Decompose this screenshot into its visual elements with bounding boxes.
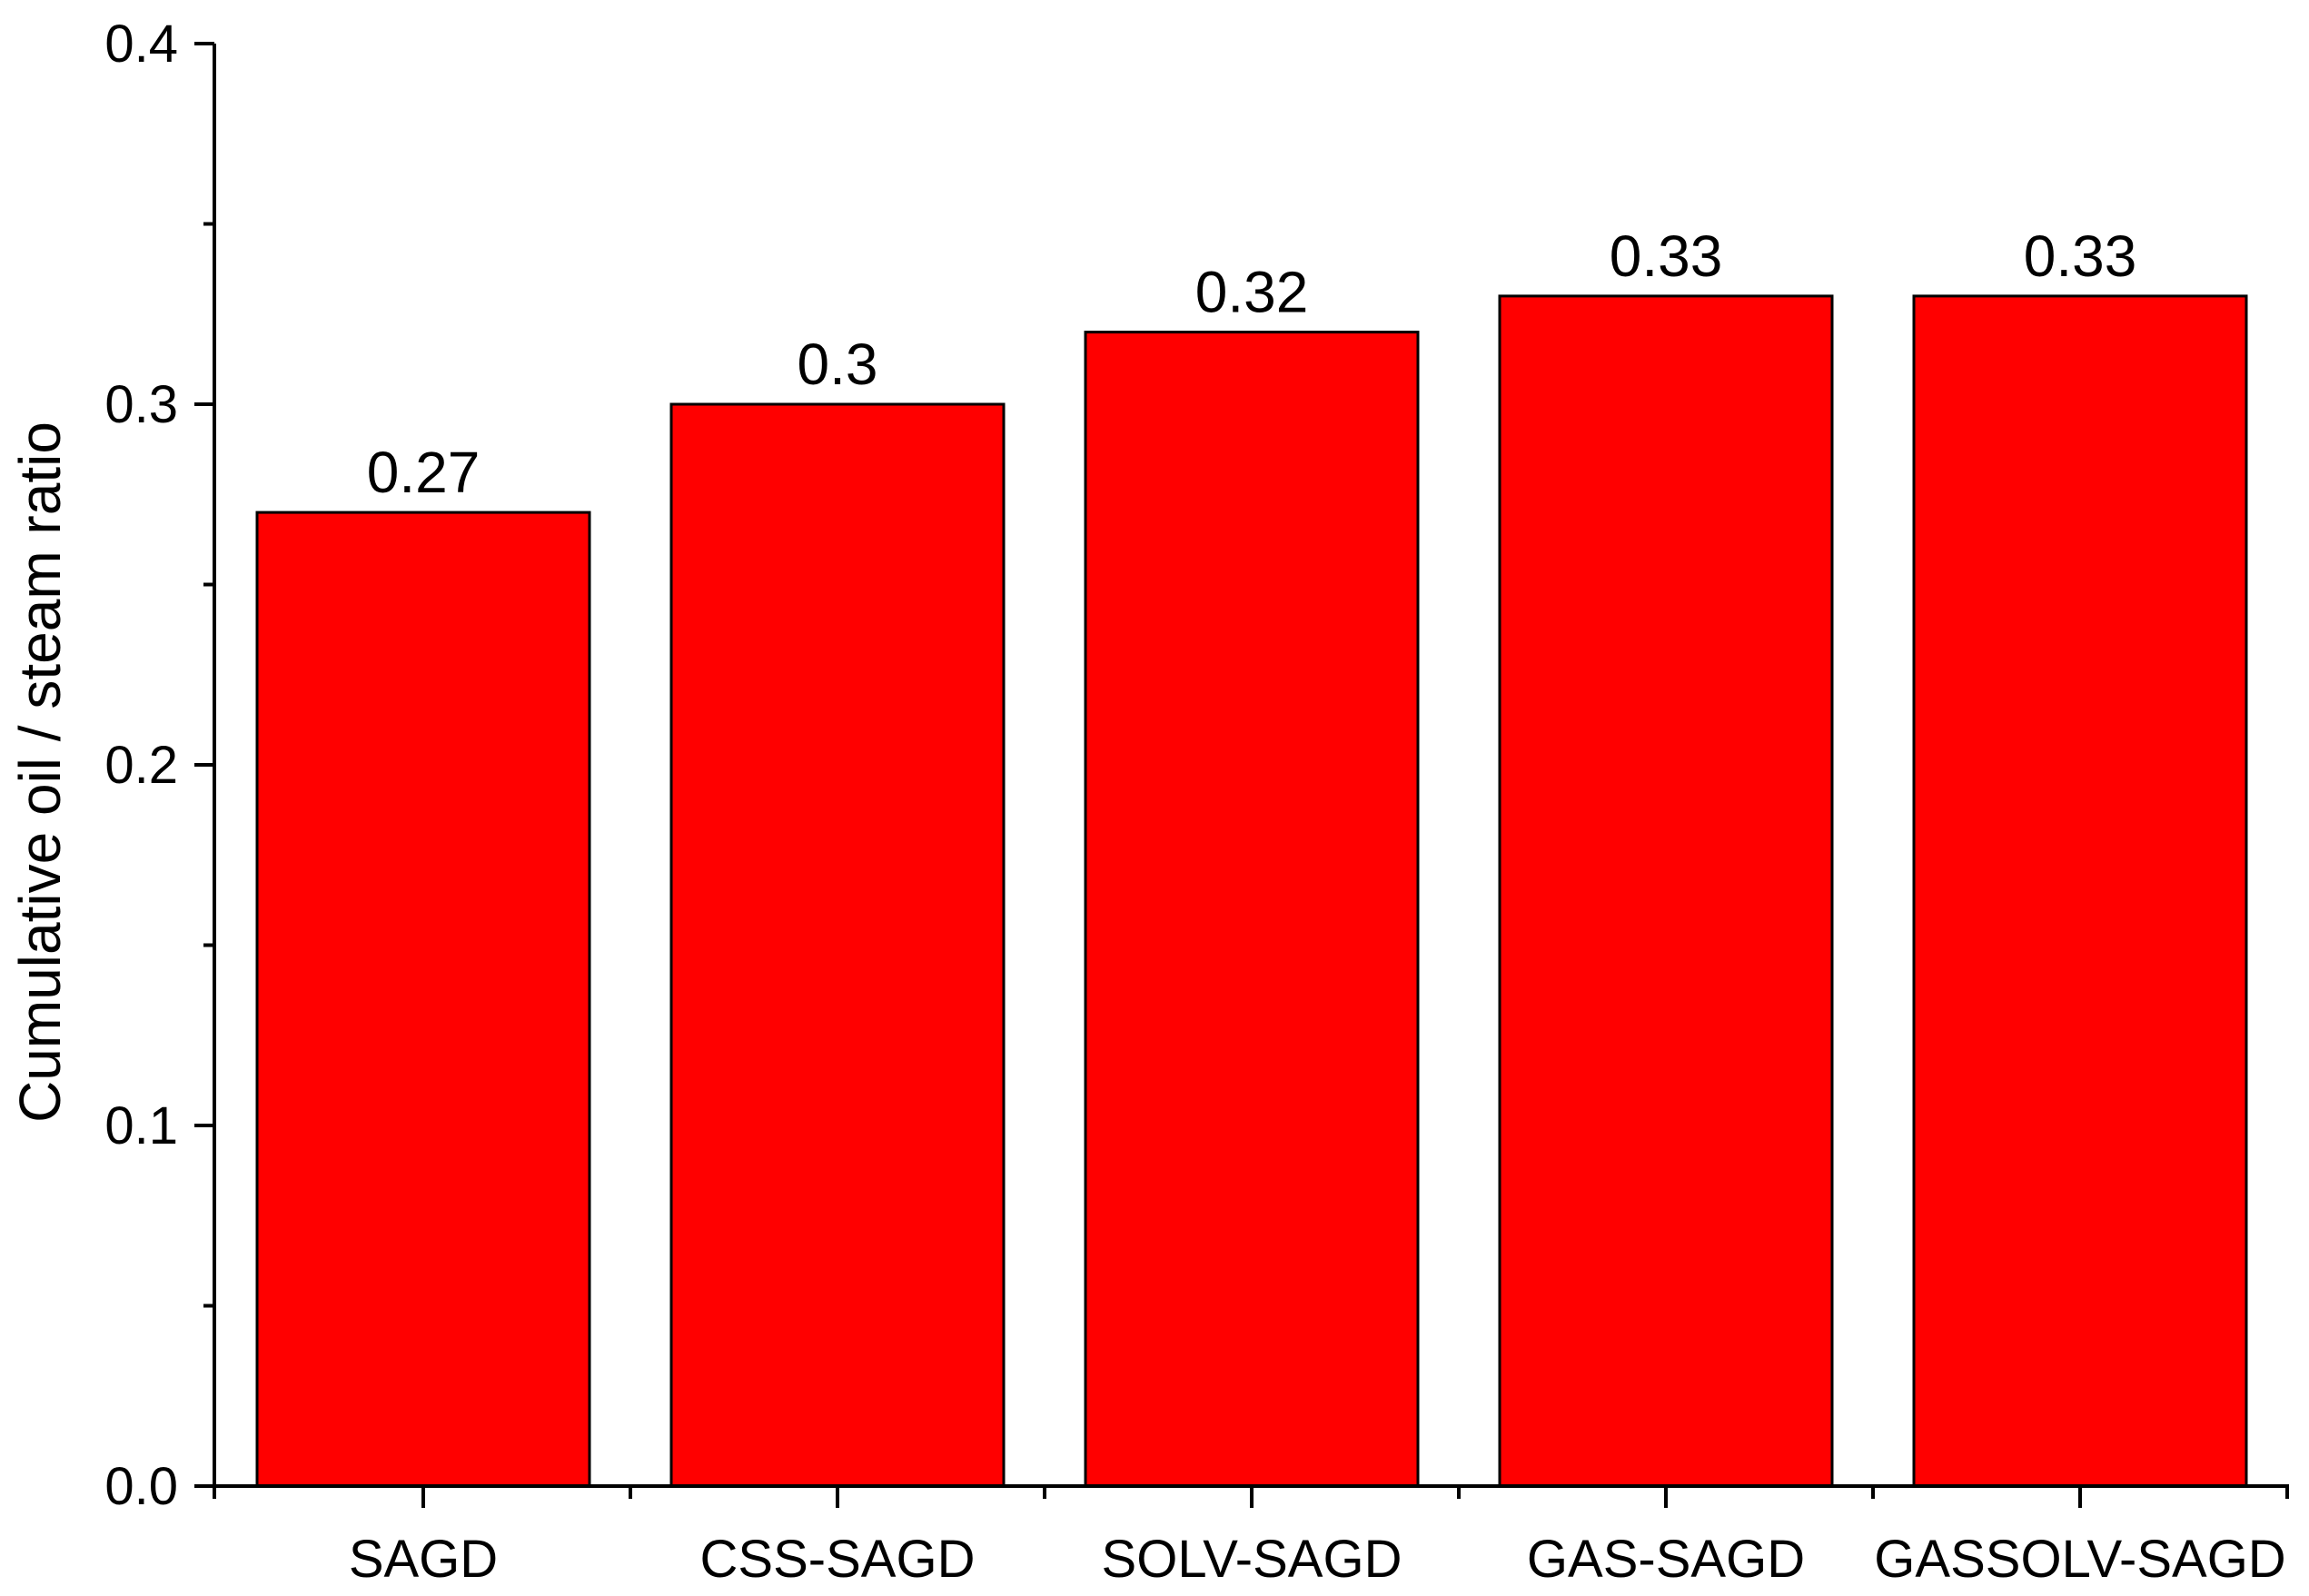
x-tick-label: SAGD	[349, 1530, 498, 1589]
bar-solv-sagd	[1084, 331, 1420, 1488]
y-tick-label: 0.4	[104, 15, 178, 74]
bars-layer	[255, 294, 2248, 1488]
bar-gas-sagd	[1498, 294, 1834, 1488]
bar-gassolv-sagd	[1912, 294, 2248, 1488]
y-tick-label: 0.3	[104, 375, 178, 434]
y-tick-label: 0.0	[104, 1457, 178, 1516]
value-labels: 0.27 0.3 0.32 0.33 0.33	[367, 223, 2137, 505]
bar-css-sagd	[669, 402, 1006, 1488]
x-tick-label: GASSOLV-SAGD	[1874, 1530, 2285, 1589]
y-axis-title: Cumulative oil / steam ratio	[7, 421, 73, 1123]
value-label: 0.32	[1195, 260, 1309, 325]
y-tick-label: 0.1	[104, 1096, 178, 1155]
y-ticks: 0.0 0.1 0.2 0.3 0.4	[104, 15, 214, 1516]
x-tick-label: GAS-SAGD	[1527, 1530, 1805, 1589]
bar-sagd	[255, 511, 591, 1488]
y-tick-label: 0.2	[104, 736, 178, 795]
value-label: 0.27	[367, 440, 481, 505]
x-ticks: SAGD CSS-SAGD SOLV-SAGD GAS-SAGD GASSOLV-SAG…	[213, 1486, 2289, 1589]
value-label: 0.33	[1610, 223, 1723, 289]
value-label: 0.33	[2024, 223, 2137, 289]
value-label: 0.3	[798, 332, 878, 397]
x-tick-label: SOLV-SAGD	[1102, 1530, 1402, 1589]
x-tick-label: CSS-SAGD	[700, 1530, 976, 1589]
